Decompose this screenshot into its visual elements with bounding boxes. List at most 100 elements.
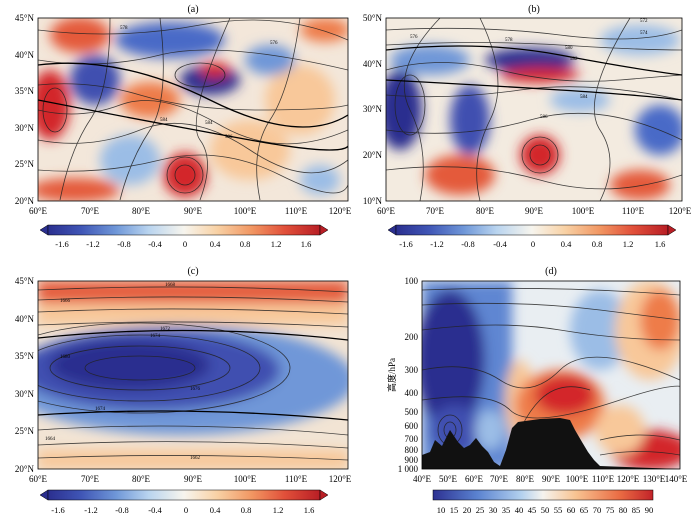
y-tick-label: 45°N	[15, 13, 35, 23]
colorbar-tick: -0.4	[493, 239, 507, 249]
colorbar-tick: 1.6	[301, 239, 312, 249]
colorbar-tick: -1.2	[84, 505, 97, 515]
colorbar-tick: 0	[183, 239, 187, 249]
colorbar-tick: -1.6	[55, 239, 68, 249]
colorbar-tick: -0.4	[148, 239, 162, 249]
x-tick-label: 70°E	[81, 474, 100, 484]
panel-b: 572 574 576 578 580 582 584 586 (b) 50°N…	[363, 4, 692, 249]
y-tick-label: 400	[405, 388, 419, 398]
x-tick-label: 130°E	[643, 474, 666, 484]
colorbar-d: 10 15 20 25 30 35 40 45 50 55 60 65 70 7…	[432, 489, 654, 515]
x-tick-label: 110°E	[285, 474, 308, 484]
colorbar-tick: 0	[531, 239, 535, 249]
y-tick-label: 25°N	[15, 159, 35, 169]
y-tick-label: 20°N	[15, 196, 35, 206]
x-tick-label: 110°E	[285, 206, 308, 216]
colorbar-tick: 45	[528, 505, 537, 515]
colorbar-tick: 0.4	[210, 505, 221, 515]
x-tick-label: 110°E	[592, 474, 615, 484]
contour-label: 1668	[165, 283, 176, 288]
contour-label: 1676	[190, 387, 201, 392]
colorbar-tick: -1.6	[51, 505, 64, 515]
colorbar-tick: 80	[619, 505, 628, 515]
contour-label: 576	[410, 35, 418, 40]
y-tick-label: 20°N	[15, 464, 35, 474]
contour-label: 1680	[60, 355, 71, 360]
panel-b-field: 572 574 576 578 580 582 584 586	[386, 18, 682, 201]
contour-label: 1666	[60, 299, 71, 304]
colorbar-tick: 0.4	[210, 239, 221, 249]
x-tick-label: 50°E	[439, 474, 458, 484]
y-tick-label: 40°N	[15, 314, 35, 324]
y-tick-label: 900	[405, 455, 419, 465]
x-tick-label: 60°E	[29, 206, 48, 216]
x-tick-label: 120°E	[617, 474, 640, 484]
x-tick-label: 70°E	[81, 206, 100, 216]
contour-label: 578	[505, 38, 513, 43]
y-tick-label: 500	[405, 407, 419, 417]
colorbar-tick: -1.6	[399, 239, 412, 249]
contour-label: 1674	[95, 407, 106, 412]
contour-label: 1674	[150, 334, 161, 339]
colorbar-tick: 10	[437, 505, 446, 515]
y-tick-label: 30°N	[15, 123, 35, 133]
x-tick-label: 70°E	[426, 206, 445, 216]
colorbar-tick: 1.2	[271, 239, 282, 249]
colorbar-tick: 40	[515, 505, 524, 515]
x-tick-label: 90°E	[525, 206, 544, 216]
panel-c: 1668 1666 1672 1674 1676 1680 1674 1662 …	[15, 266, 352, 515]
y-tick-label: 1 000	[398, 464, 419, 474]
y-tick-label: 30°N	[363, 104, 383, 114]
colorbar-tick: 1.6	[655, 239, 666, 249]
colorbar-tick: 85	[632, 505, 641, 515]
y-tick-label: 200	[405, 332, 419, 342]
colorbar-tick: 20	[463, 505, 472, 515]
colorbar-tick: 60	[567, 505, 576, 515]
x-tick-label: 80°E	[476, 206, 495, 216]
y-tick-label: 700	[405, 434, 419, 444]
colorbar-tick: 50	[541, 505, 550, 515]
y-tick-label: 100	[405, 276, 419, 286]
x-tick-label: 90°E	[542, 474, 561, 484]
x-tick-label: 90°E	[184, 206, 203, 216]
x-tick-label: 90°E	[184, 474, 203, 484]
panel-d-field	[422, 281, 680, 469]
panel-c-field: 1668 1666 1672 1674 1676 1680 1674 1662 …	[38, 281, 348, 469]
colorbar-c: -1.6 -1.2 -0.8 -0.4 0 0.4 0.8 1.2 1.6	[39, 489, 329, 515]
y-tick-label: 50°N	[363, 13, 383, 23]
colorbar-a: -1.6 -1.2 -0.8 -0.4 0 0.4 0.8 1.2 1.6	[39, 224, 329, 249]
y-tick-label: 600	[405, 421, 419, 431]
contour-label: 1672	[160, 327, 171, 332]
y-tick-label: 35°N	[15, 86, 35, 96]
colorbar-tick: 1.6	[304, 505, 315, 515]
x-tick-label: 60°E	[465, 474, 484, 484]
panel-a: 578 576 584 586 584 (a) 45°N 40°N 35°N 3…	[15, 4, 352, 249]
contour-label: 584	[205, 121, 213, 126]
x-tick-label: 100°E	[566, 474, 589, 484]
x-tick-label: 110°E	[622, 206, 645, 216]
colorbar-tick: -0.8	[461, 239, 474, 249]
colorbar-tick: 0	[184, 505, 188, 515]
y-axis-title: 高度/hPa	[386, 358, 397, 392]
contour-label: 582	[570, 57, 578, 62]
panel-label: (c)	[187, 266, 198, 277]
x-tick-label: 120°E	[329, 206, 352, 216]
colorbar-tick: -0.8	[117, 239, 130, 249]
contour-label: 1664	[45, 437, 56, 442]
x-tick-label: 100°E	[572, 206, 595, 216]
contour-label: 586	[540, 115, 548, 120]
colorbar-tick: 1.2	[623, 239, 634, 249]
x-tick-label: 100°E	[234, 206, 257, 216]
y-tick-label: 25°N	[15, 426, 35, 436]
x-tick-label: 100°E	[234, 474, 257, 484]
x-tick-label: 120°E	[329, 474, 352, 484]
colorbar-tick: -0.4	[148, 505, 162, 515]
x-tick-label: 140°E	[665, 474, 688, 484]
colorbar-tick: -0.8	[115, 505, 128, 515]
x-tick-label: 40°E	[413, 474, 432, 484]
colorbar-tick: 25	[476, 505, 485, 515]
panel-label: (d)	[545, 266, 557, 277]
colorbar-tick: 55	[554, 505, 563, 515]
panel-d: (d) 高度/hPa 100 200 300 400 500 600 700 8…	[386, 266, 688, 515]
